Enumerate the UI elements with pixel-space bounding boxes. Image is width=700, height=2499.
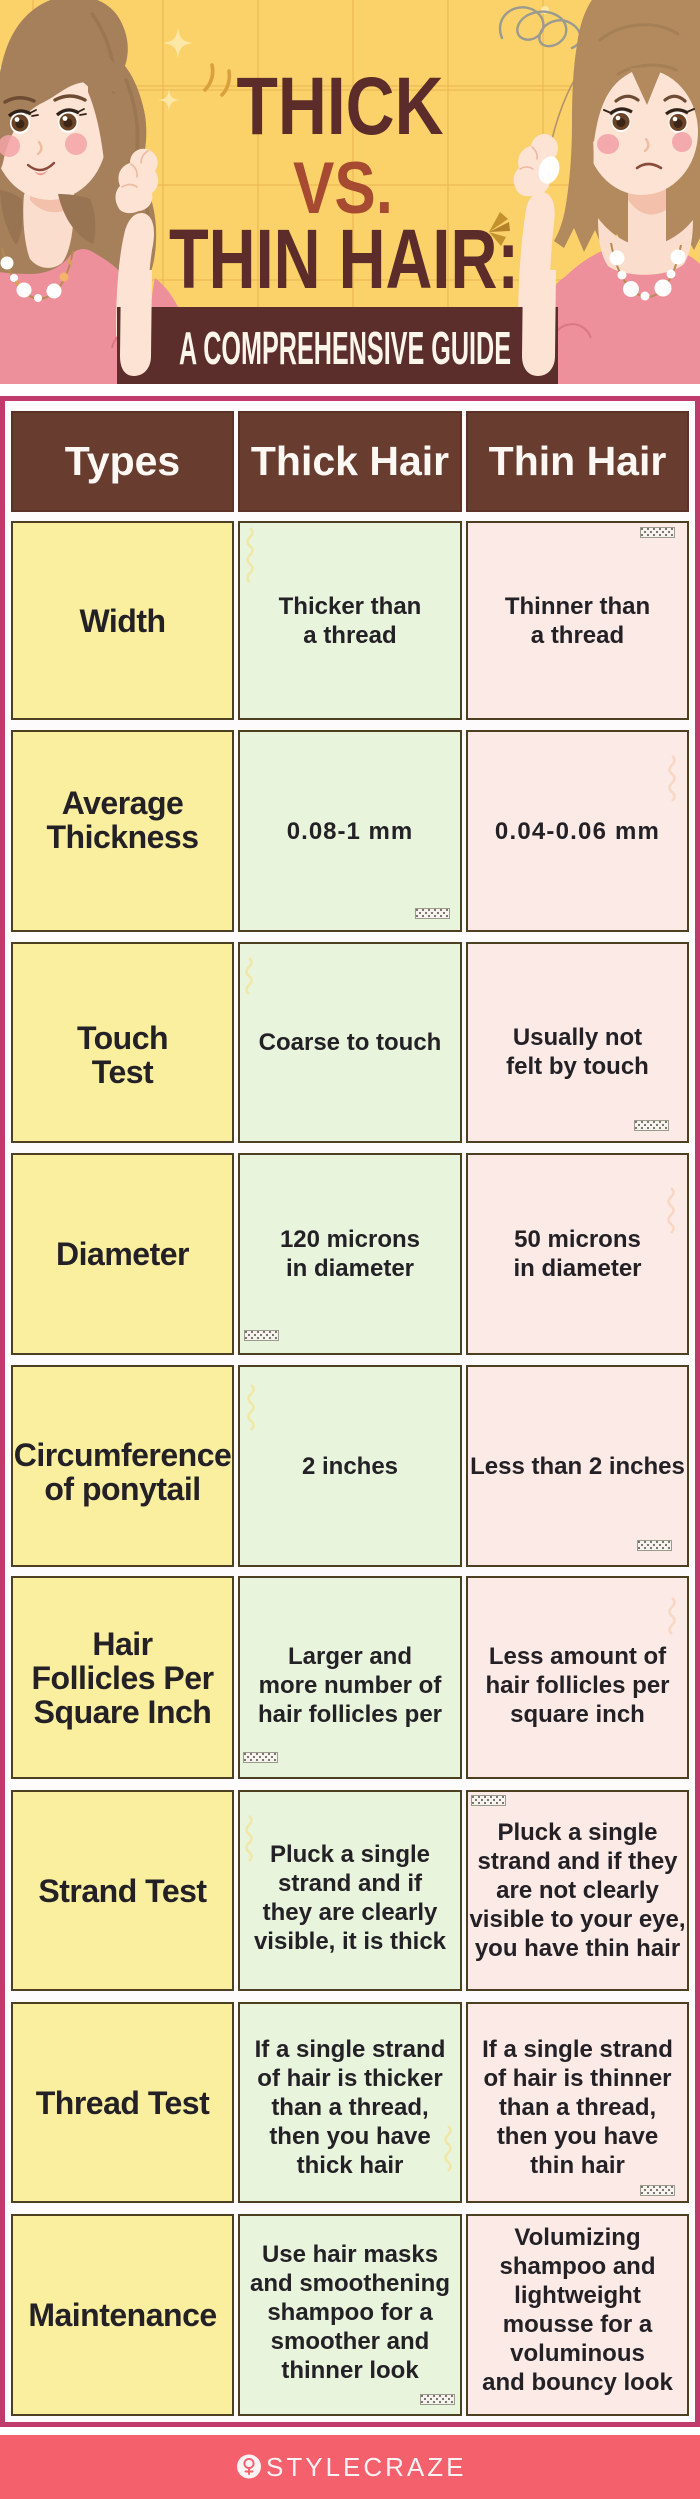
svg-text:VS.: VS. (293, 148, 393, 229)
svg-text:A COMPREHENSIVE GUIDE: A COMPREHENSIVE GUIDE (179, 322, 511, 374)
svg-text:STYLECRAZE: STYLECRAZE (266, 2452, 467, 2482)
svg-text:THIN HAIR:: THIN HAIR: (169, 212, 519, 306)
svg-text:THICK: THICK (237, 61, 444, 152)
